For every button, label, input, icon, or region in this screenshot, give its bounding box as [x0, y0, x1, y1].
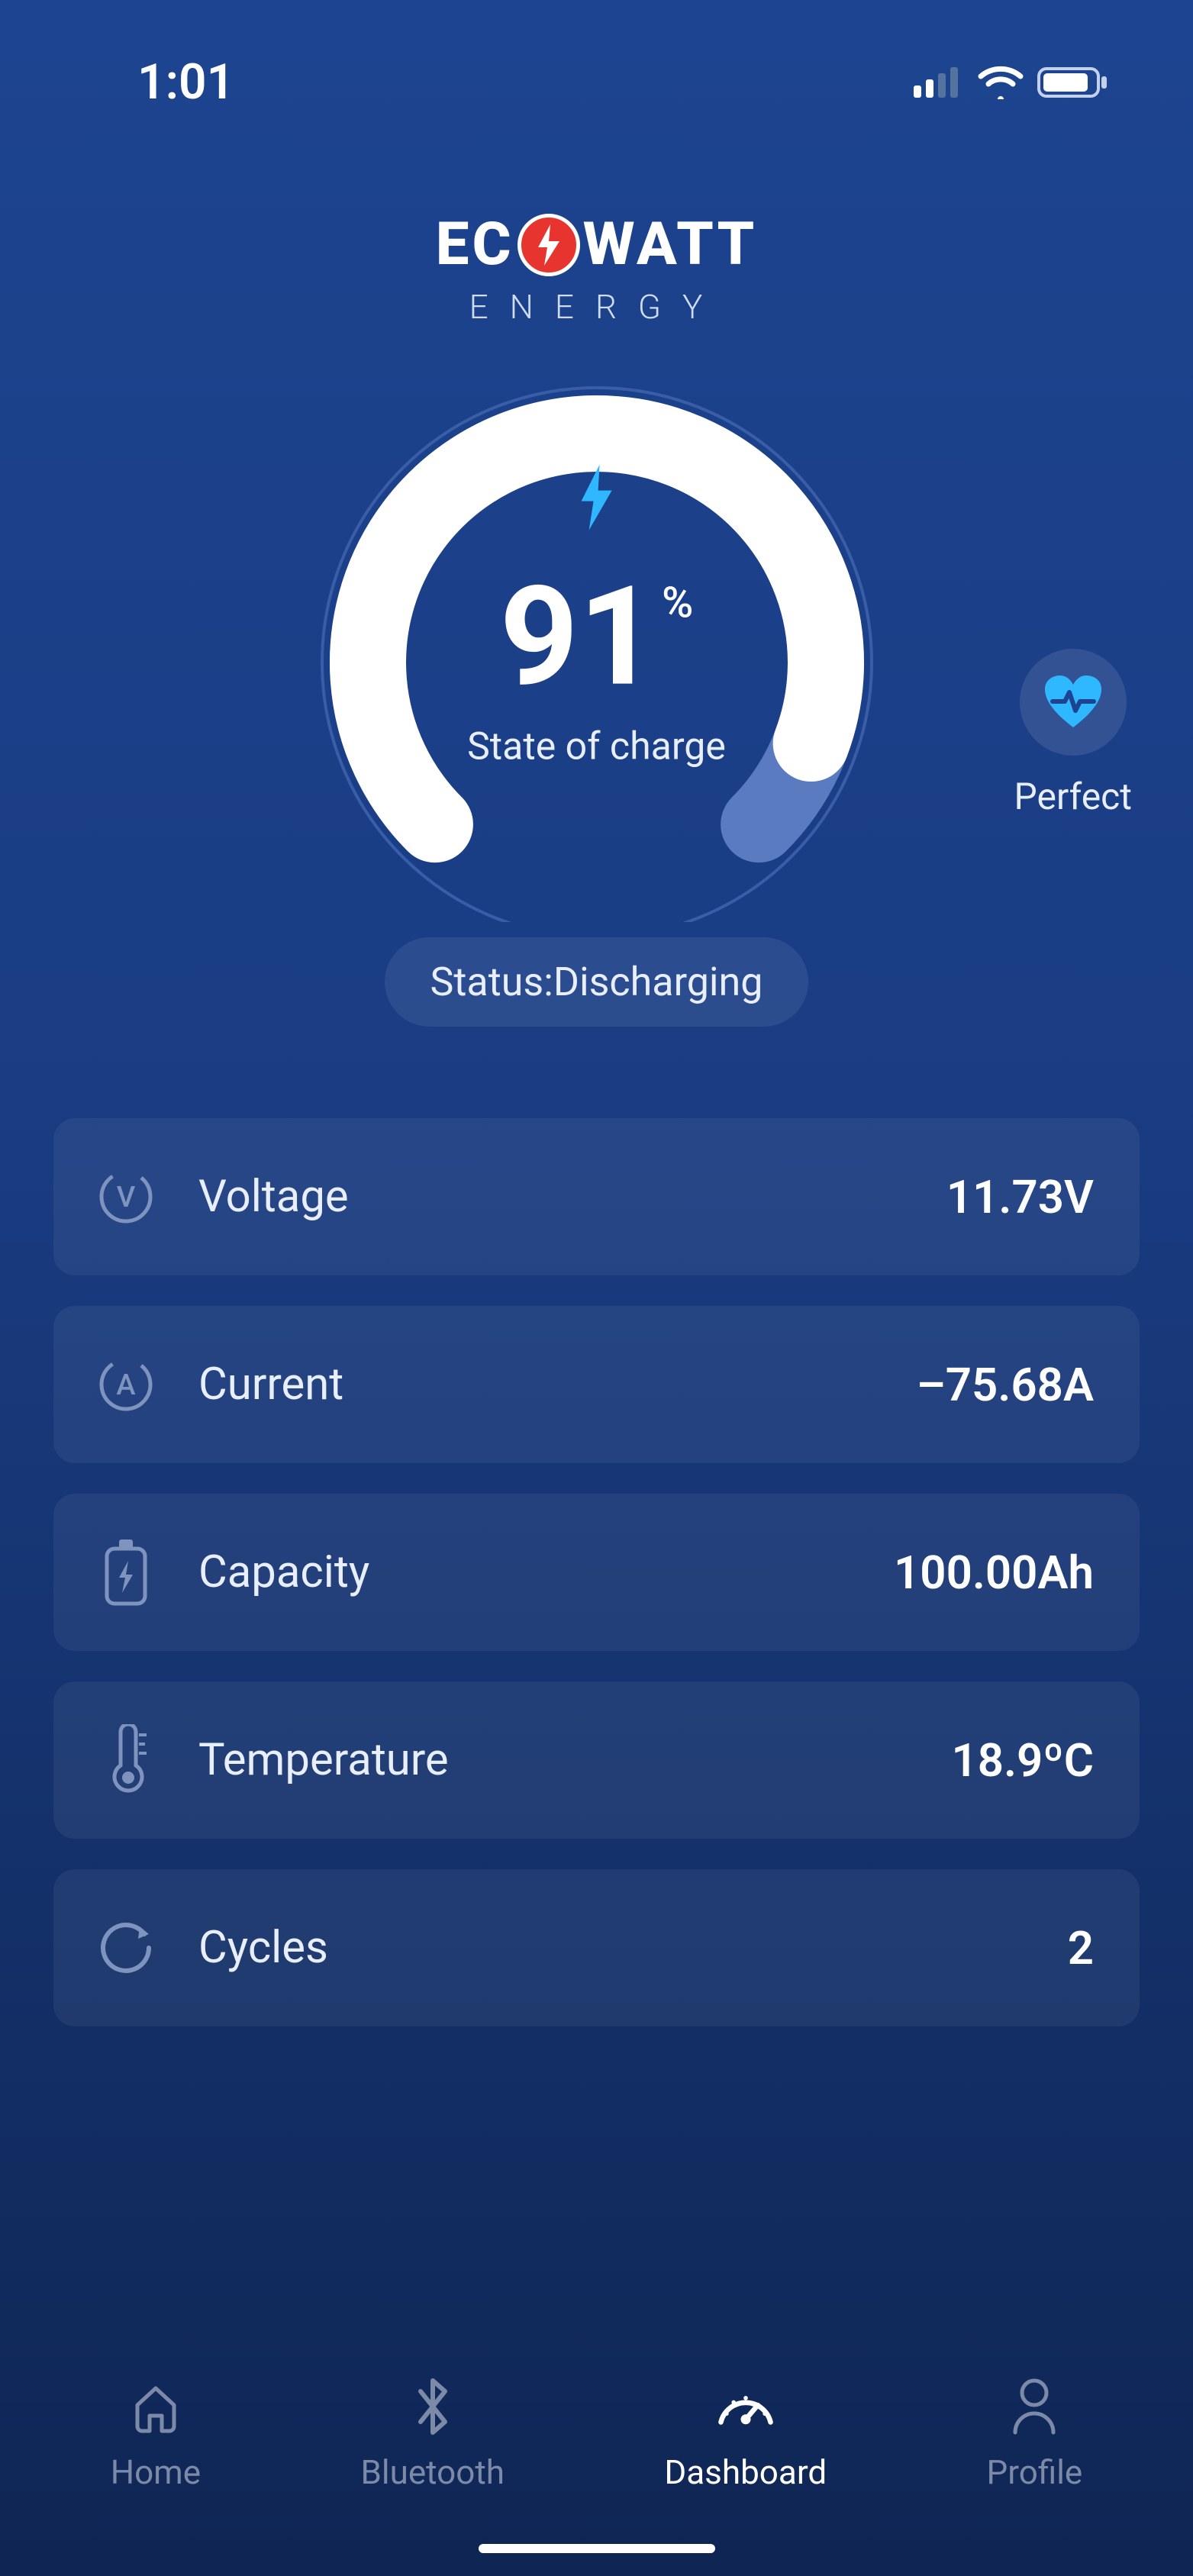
nav-label: Home: [111, 2452, 201, 2492]
current-icon: A: [92, 1350, 160, 1419]
logo-pre: EC: [436, 210, 514, 279]
logo-sub: ENERGY: [0, 287, 1193, 327]
svg-text:V: V: [117, 1181, 136, 1214]
health-badge[interactable]: Perfect: [1014, 649, 1132, 818]
metric-label: Current: [198, 1359, 917, 1411]
clock: 1:01: [137, 53, 234, 111]
nav-label: Dashboard: [664, 2452, 827, 2492]
logo-post: WATT: [583, 210, 758, 279]
home-indicator[interactable]: [479, 2544, 715, 2553]
metric-value: 100.00Ah: [894, 1546, 1094, 1600]
bolt-icon: [576, 465, 616, 534]
health-label: Perfect: [1014, 775, 1132, 818]
metric-value: –75.68A: [917, 1358, 1094, 1412]
metric-current[interactable]: A Current –75.68A: [53, 1306, 1140, 1463]
cycles-icon: [92, 1913, 160, 1982]
metric-cycles[interactable]: Cycles 2: [53, 1869, 1140, 2026]
status-pill: Status:Discharging: [385, 937, 809, 1027]
soc-unit: %: [662, 578, 693, 628]
profile-icon: [1004, 2376, 1065, 2437]
metric-label: Voltage: [198, 1171, 946, 1223]
heart-icon: [1043, 675, 1103, 729]
cellular-icon: [914, 67, 964, 98]
nav-label: Profile: [987, 2452, 1083, 2492]
nav-profile[interactable]: Profile: [987, 2376, 1083, 2492]
home-icon: [125, 2376, 186, 2437]
metric-value: 18.9ºC: [951, 1733, 1094, 1788]
metric-temperature[interactable]: Temperature 18.9ºC: [53, 1681, 1140, 1839]
bottom-nav: Home Bluetooth Dashboard Profile: [0, 2345, 1193, 2576]
metric-capacity[interactable]: Capacity 100.00Ah: [53, 1494, 1140, 1651]
capacity-icon: [92, 1538, 160, 1607]
metric-voltage[interactable]: V Voltage 11.73V: [53, 1118, 1140, 1275]
svg-text:A: A: [116, 1369, 135, 1402]
soc-label: State of charge: [467, 725, 726, 769]
nav-label: Bluetooth: [360, 2452, 504, 2492]
nav-home[interactable]: Home: [111, 2376, 201, 2492]
metric-value: 2: [1068, 1921, 1094, 1975]
nav-dashboard[interactable]: Dashboard: [664, 2376, 827, 2492]
logo-o-icon: [518, 214, 580, 276]
battery-icon: [1037, 66, 1109, 99]
soc-gauge: 91 % State of charge: [284, 372, 910, 922]
nav-bluetooth[interactable]: Bluetooth: [360, 2376, 504, 2492]
wifi-icon: [978, 66, 1024, 99]
metric-label: Capacity: [198, 1546, 894, 1598]
temperature-icon: [92, 1726, 160, 1794]
voltage-icon: V: [92, 1162, 160, 1231]
dashboard-icon: [715, 2376, 776, 2437]
app-logo: EC WATT ENERGY: [0, 210, 1193, 327]
metric-value: 11.73V: [946, 1170, 1094, 1224]
status-bar: 1:01: [0, 0, 1193, 111]
metric-label: Temperature: [198, 1734, 951, 1786]
metrics-list: V Voltage 11.73V A Current –75.68A Capac…: [53, 1118, 1140, 2026]
status-icons: [914, 66, 1109, 99]
soc-value: 91: [500, 556, 658, 717]
bluetooth-icon: [402, 2376, 463, 2437]
metric-label: Cycles: [198, 1922, 1068, 1974]
